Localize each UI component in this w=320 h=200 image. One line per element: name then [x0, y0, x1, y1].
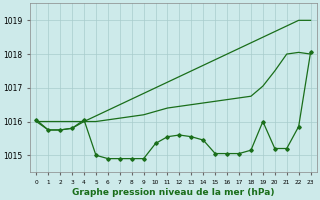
X-axis label: Graphe pression niveau de la mer (hPa): Graphe pression niveau de la mer (hPa): [72, 188, 275, 197]
